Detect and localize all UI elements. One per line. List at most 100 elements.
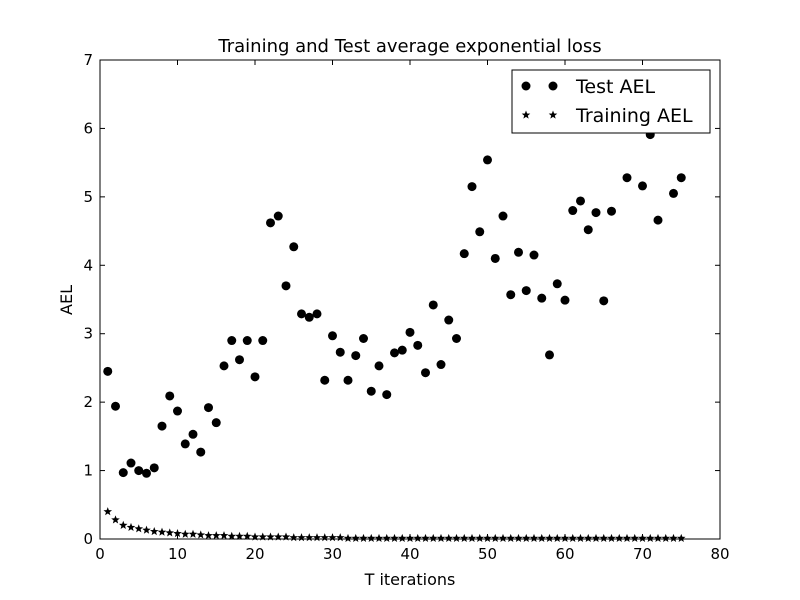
test-ael-point [467, 182, 477, 192]
test-ael-point [421, 368, 430, 378]
training-ael-point [514, 533, 523, 542]
plot-frame [99, 59, 721, 540]
test-ael-point [235, 355, 244, 365]
test-ael-point [304, 312, 314, 322]
training-ael-point [142, 525, 151, 534]
test-ael-point [374, 361, 384, 371]
training-ael-point [343, 533, 353, 542]
training-ael-point [653, 533, 663, 542]
test-ael-point [405, 327, 415, 337]
legend-label-test: Test AEL [575, 76, 655, 98]
test-ael-point [351, 351, 361, 361]
test-ael-point [343, 375, 353, 385]
x-tick-label: 80 [710, 545, 729, 563]
chart-title: Training and Test average exponential lo… [217, 36, 601, 57]
training-ael-point [583, 533, 593, 542]
test-ael-point [498, 211, 508, 221]
test-ael-point [560, 295, 570, 305]
legend: Test AEL Training AEL [511, 69, 711, 134]
legend-marker-test-1 [521, 81, 531, 91]
training-ael-point [196, 530, 206, 539]
training-ael-point [545, 533, 554, 542]
x-tick-label: 10 [168, 545, 187, 563]
training-ael-point [490, 533, 500, 542]
plot-area [103, 130, 686, 542]
training-ael-point [506, 533, 516, 542]
test-ael-point [483, 155, 492, 165]
training-ael-point [552, 533, 562, 542]
training-ael-point [359, 533, 368, 542]
training-ael-point [676, 533, 686, 542]
y-tick-label: 2 [83, 393, 93, 411]
test-ael-point [111, 401, 120, 411]
test-ael-point [459, 249, 469, 259]
y-tick-label: 3 [83, 325, 93, 343]
training-ael-point [374, 533, 384, 542]
training-ael-point [204, 531, 213, 540]
test-ael-point [219, 361, 229, 371]
test-ael-point [607, 206, 616, 216]
training-ael-point [568, 533, 578, 542]
y-tick-label: 0 [83, 530, 93, 548]
test-ael-point [591, 208, 601, 218]
legend-marker-training-1 [521, 110, 531, 119]
training-ael-point [645, 533, 655, 542]
test-ael-point [335, 347, 345, 357]
training-ael-point [126, 522, 136, 532]
test-ael-point [134, 466, 144, 476]
test-ael-point [545, 350, 554, 360]
training-ael-point [521, 533, 531, 542]
test-ael-point [273, 211, 283, 221]
test-ael-point [157, 421, 167, 431]
training-ael-point [227, 531, 237, 540]
training-ael-point [297, 533, 306, 542]
training-ael-point [134, 524, 144, 533]
test-ael-point [382, 390, 392, 400]
test-ael-point [250, 372, 260, 382]
test-ael-point [266, 218, 275, 228]
y-tick-label: 5 [83, 188, 93, 206]
test-ael-point [506, 290, 516, 300]
training-ael-point [273, 532, 283, 541]
training-ael-point [242, 531, 252, 540]
test-ael-point [149, 463, 159, 473]
training-ael-point [537, 533, 547, 542]
test-ael-point [297, 309, 306, 319]
test-ael-point [397, 345, 407, 355]
test-ael-point [258, 336, 268, 346]
x-tick-label: 50 [478, 545, 497, 563]
test-ael-point [537, 293, 547, 303]
test-ael-point [490, 253, 500, 263]
x-tick-label: 40 [400, 545, 419, 563]
legend-marker-test-2 [548, 81, 558, 91]
test-ael-point [173, 406, 182, 416]
test-ael-point [312, 309, 322, 319]
y-tick-label: 4 [83, 256, 93, 274]
training-ael-point [312, 533, 322, 542]
test-ael-point [669, 188, 678, 198]
training-ael-point [529, 533, 539, 542]
training-ael-point [576, 533, 585, 542]
training-ael-point [111, 515, 120, 524]
training-ael-point [366, 533, 376, 542]
test-ael-point [428, 300, 438, 310]
test-ael-point [118, 468, 128, 478]
test-ael-point [126, 458, 136, 468]
test-ael-point [475, 227, 485, 237]
y-tick-label: 7 [83, 51, 93, 69]
test-ael-point [529, 250, 539, 260]
test-ael-point [320, 375, 330, 385]
test-ael-point [281, 281, 291, 291]
training-ael-point [428, 533, 438, 542]
test-ael-point [328, 331, 337, 341]
training-ael-point [607, 533, 616, 542]
training-ael-point [452, 533, 461, 542]
training-ael-point [118, 520, 128, 529]
training-ael-point [459, 533, 469, 542]
test-ael-point [622, 173, 632, 183]
training-ael-point [157, 527, 167, 536]
training-ael-point [266, 532, 275, 541]
training-ael-point [661, 533, 671, 542]
training-ael-point [335, 533, 345, 542]
